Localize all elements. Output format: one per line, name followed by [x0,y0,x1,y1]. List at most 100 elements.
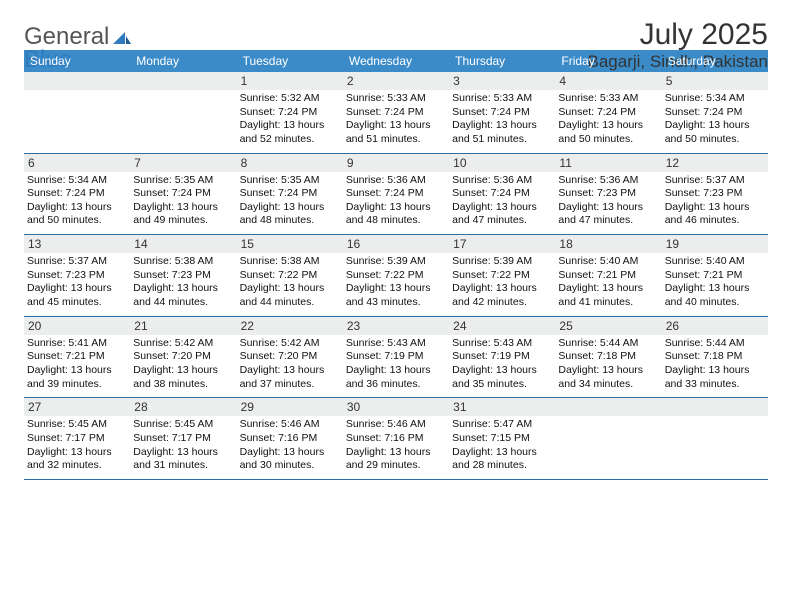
day-details: Sunrise: 5:35 AMSunset: 7:24 PMDaylight:… [240,174,340,229]
day-number: 15 [237,235,343,253]
day-details: Sunrise: 5:44 AMSunset: 7:18 PMDaylight:… [558,337,658,392]
day-number [555,398,661,416]
day-number: 28 [130,398,236,416]
day-number: 29 [237,398,343,416]
day-number [662,398,768,416]
day-details: Sunrise: 5:40 AMSunset: 7:21 PMDaylight:… [665,255,765,310]
day-cell: 21 Sunrise: 5:42 AMSunset: 7:20 PMDayligh… [130,317,236,398]
day-cell: 7Sunrise: 5:35 AMSunset: 7:24 PMDaylight… [130,154,236,235]
day-details: Sunrise: 5:45 AMSunset: 7:17 PMDaylight:… [133,418,233,473]
day-cell: 15Sunrise: 5:38 AMSunset: 7:22 PMDayligh… [237,235,343,316]
day-details: Sunrise: 5:34 AMSunset: 7:24 PMDaylight:… [665,92,765,147]
day-number: 17 [449,235,555,253]
day-number: 1 [237,72,343,90]
day-number: 3 [449,72,555,90]
day-cell: 3 Sunrise: 5:33 AMSunset: 7:24 PMDaylight… [449,72,555,153]
day-cell: 16Sunrise: 5:39 AMSunset: 7:22 PMDayligh… [343,235,449,316]
day-details: Sunrise: 5:36 AMSunset: 7:23 PMDaylight:… [558,174,658,229]
day-number: 5 [662,72,768,90]
day-details: Sunrise: 5:47 AMSunset: 7:15 PMDaylight:… [452,418,552,473]
day-details: Sunrise: 5:39 AMSunset: 7:22 PMDaylight:… [346,255,446,310]
day-cell: 6Sunrise: 5:34 AMSunset: 7:24 PMDaylight… [24,154,130,235]
day-details: Sunrise: 5:46 AMSunset: 7:16 PMDaylight:… [346,418,446,473]
day-details: Sunrise: 5:36 AMSunset: 7:24 PMDaylight:… [452,174,552,229]
day-details: Sunrise: 5:39 AMSunset: 7:22 PMDaylight:… [452,255,552,310]
day-details: Sunrise: 5:35 AMSunset: 7:24 PMDaylight:… [133,174,233,229]
day-number: 26 [662,317,768,335]
day-of-week-header: SundayMondayTuesdayWednesdayThursdayFrid… [24,50,768,72]
day-number: 9 [343,154,449,172]
day-cell: 2Sunrise: 5:33 AMSunset: 7:24 PMDaylight… [343,72,449,153]
calendar-page: GeneralBlue July 2025 Bagarji, Sindh, Pa… [0,0,792,498]
day-number: 13 [24,235,130,253]
calendar-grid: SundayMondayTuesdayWednesdayThursdayFrid… [24,50,768,480]
day-details: Sunrise: 5:38 AMSunset: 7:23 PMDaylight:… [133,255,233,310]
day-number: 21 [130,317,236,335]
day-cell: 27Sunrise: 5:45 AMSunset: 7:17 PMDayligh… [24,398,130,479]
day-number [130,72,236,90]
day-number: 23 [343,317,449,335]
day-cell [555,398,661,479]
day-details: Sunrise: 5:33 AMSunset: 7:24 PMDaylight:… [346,92,446,147]
week-row: 6Sunrise: 5:34 AMSunset: 7:24 PMDaylight… [24,154,768,236]
dow-cell: Sunday [24,50,130,72]
day-cell: 26 Sunrise: 5:44 AMSunset: 7:18 PMDayligh… [662,317,768,398]
day-details: Sunrise: 5:37 AMSunset: 7:23 PMDaylight:… [665,174,765,229]
day-number: 14 [130,235,236,253]
dow-cell: Thursday [449,50,555,72]
day-cell: 30 Sunrise: 5:46 AMSunset: 7:16 PMDayligh… [343,398,449,479]
day-cell [24,72,130,153]
day-cell: 19 Sunrise: 5:40 AMSunset: 7:21 PMDayligh… [662,235,768,316]
day-details: Sunrise: 5:32 AMSunset: 7:24 PMDaylight:… [240,92,340,147]
day-number: 12 [662,154,768,172]
day-cell: 5 Sunrise: 5:34 AMSunset: 7:24 PMDaylight… [662,72,768,153]
day-cell: 23 Sunrise: 5:43 AMSunset: 7:19 PMDayligh… [343,317,449,398]
day-cell: 31 Sunrise: 5:47 AMSunset: 7:15 PMDayligh… [449,398,555,479]
day-number: 20 [24,317,130,335]
day-number: 31 [449,398,555,416]
day-cell: 18 Sunrise: 5:40 AMSunset: 7:21 PMDayligh… [555,235,661,316]
day-number: 19 [662,235,768,253]
day-cell: 14 Sunrise: 5:38 AMSunset: 7:23 PMDayligh… [130,235,236,316]
day-cell: 24 Sunrise: 5:43 AMSunset: 7:19 PMDayligh… [449,317,555,398]
day-details: Sunrise: 5:40 AMSunset: 7:21 PMDaylight:… [558,255,658,310]
weeks-container: 1 Sunrise: 5:32 AMSunset: 7:24 PMDaylight… [24,72,768,480]
day-details: Sunrise: 5:42 AMSunset: 7:20 PMDaylight:… [133,337,233,392]
day-cell: 22Sunrise: 5:42 AMSunset: 7:20 PMDayligh… [237,317,343,398]
day-cell: 11 Sunrise: 5:36 AMSunset: 7:23 PMDayligh… [555,154,661,235]
day-cell: 10 Sunrise: 5:36 AMSunset: 7:24 PMDayligh… [449,154,555,235]
day-details: Sunrise: 5:43 AMSunset: 7:19 PMDaylight:… [346,337,446,392]
day-cell: 17 Sunrise: 5:39 AMSunset: 7:22 PMDayligh… [449,235,555,316]
dow-cell: Monday [130,50,236,72]
day-details: Sunrise: 5:43 AMSunset: 7:19 PMDaylight:… [452,337,552,392]
day-number: 30 [343,398,449,416]
day-number: 27 [24,398,130,416]
day-details: Sunrise: 5:42 AMSunset: 7:20 PMDaylight:… [240,337,340,392]
day-details: Sunrise: 5:44 AMSunset: 7:18 PMDaylight:… [665,337,765,392]
day-number: 18 [555,235,661,253]
day-details: Sunrise: 5:33 AMSunset: 7:24 PMDaylight:… [452,92,552,147]
day-details: Sunrise: 5:46 AMSunset: 7:16 PMDaylight:… [240,418,340,473]
day-number: 6 [24,154,130,172]
day-cell: 25Sunrise: 5:44 AMSunset: 7:18 PMDayligh… [555,317,661,398]
day-cell [130,72,236,153]
day-number: 24 [449,317,555,335]
day-number: 4 [555,72,661,90]
day-details: Sunrise: 5:41 AMSunset: 7:21 PMDaylight:… [27,337,127,392]
day-number: 11 [555,154,661,172]
day-cell: 1 Sunrise: 5:32 AMSunset: 7:24 PMDaylight… [237,72,343,153]
dow-cell: Wednesday [343,50,449,72]
day-cell: 20 Sunrise: 5:41 AMSunset: 7:21 PMDayligh… [24,317,130,398]
day-details: Sunrise: 5:37 AMSunset: 7:23 PMDaylight:… [27,255,127,310]
day-cell: 28 Sunrise: 5:45 AMSunset: 7:17 PMDayligh… [130,398,236,479]
day-cell: 4 Sunrise: 5:33 AMSunset: 7:24 PMDaylight… [555,72,661,153]
day-details: Sunrise: 5:36 AMSunset: 7:24 PMDaylight:… [346,174,446,229]
day-number [24,72,130,90]
sail-icon [111,26,131,40]
month-title: July 2025 [588,18,769,52]
dow-cell: Saturday [662,50,768,72]
day-number: 10 [449,154,555,172]
week-row: 13 Sunrise: 5:37 AMSunset: 7:23 PMDayligh… [24,235,768,317]
day-cell: 12 Sunrise: 5:37 AMSunset: 7:23 PMDayligh… [662,154,768,235]
day-details: Sunrise: 5:33 AMSunset: 7:24 PMDaylight:… [558,92,658,147]
